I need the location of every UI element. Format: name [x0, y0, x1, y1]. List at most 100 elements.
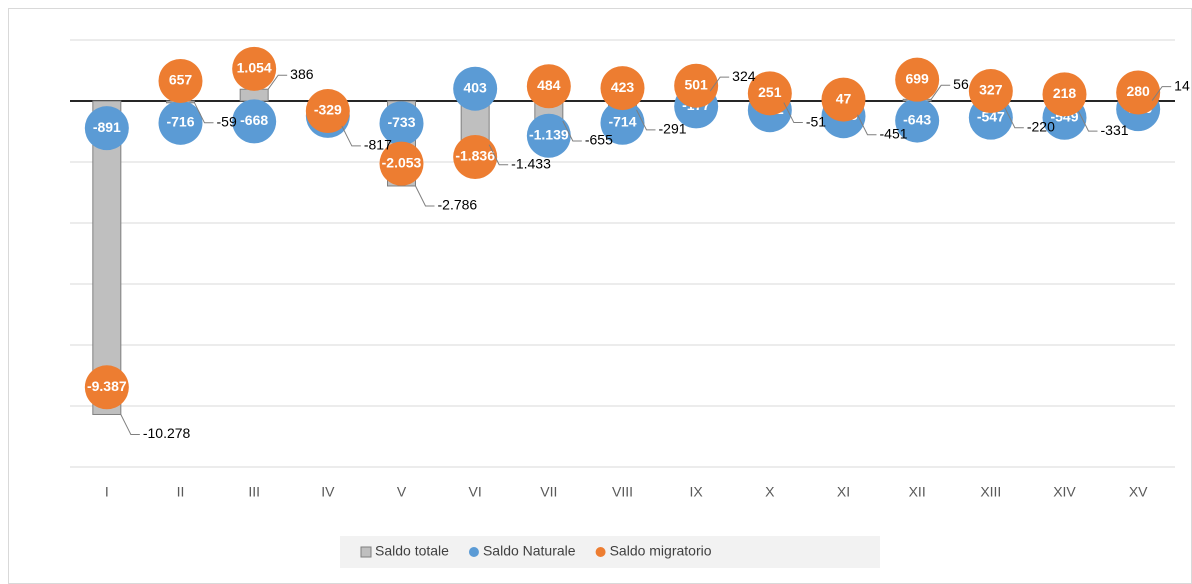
total-label: 324: [732, 68, 756, 84]
total-label: -2.786: [438, 197, 478, 213]
bubble: [600, 66, 645, 111]
leader-line: [562, 120, 582, 142]
bubble-label: 327: [979, 82, 1003, 98]
bubble-label: 218: [1053, 85, 1077, 101]
x-tick-label: X: [765, 484, 775, 500]
bubble: [158, 58, 203, 103]
bubble-label: -1.139: [529, 126, 569, 142]
leader-line: [1151, 86, 1172, 101]
bubble-label: -1.836: [455, 148, 495, 164]
leader-line: [783, 102, 803, 124]
x-tick-label: XIV: [1053, 484, 1076, 500]
leader-line: [120, 414, 140, 435]
total-label: -220: [1027, 118, 1055, 134]
total-label: -291: [659, 121, 687, 137]
bubble: [600, 100, 645, 145]
bar: [239, 88, 269, 102]
leader-line: [267, 74, 288, 90]
leader-line: [930, 84, 951, 100]
x-tick-label: XIII: [980, 484, 1001, 500]
total-label: -51: [806, 113, 826, 129]
total-label: -1.433: [511, 155, 551, 171]
bubble: [674, 63, 719, 108]
legend-swatch: [360, 546, 372, 558]
bubble-label: 699: [905, 70, 929, 86]
total-label: 386: [290, 66, 314, 82]
leader-line: [488, 144, 509, 166]
x-tick-label: VIII: [612, 484, 633, 500]
x-tick-label: IV: [321, 484, 335, 500]
bubble: [821, 77, 866, 122]
total-label: -655: [585, 132, 613, 148]
bubble: [379, 101, 424, 146]
bubble: [747, 71, 792, 116]
bubble: [84, 106, 129, 151]
legend-swatch: [595, 547, 606, 557]
bubble-label: -329: [314, 102, 342, 118]
leader-line: [1004, 107, 1024, 129]
bubble-label: -716: [166, 114, 194, 130]
x-tick-label: VI: [469, 484, 482, 500]
bubble-label: -891: [93, 119, 121, 135]
x-tick-label: II: [177, 484, 185, 500]
total-label: -10.278: [143, 425, 191, 441]
bubble-label: -714: [608, 113, 636, 129]
bubble: [453, 134, 498, 179]
total-label: 56: [953, 76, 969, 92]
bubble-label: 47: [836, 90, 852, 106]
legend-swatch: [468, 547, 479, 557]
legend-label: Saldo totale: [375, 543, 449, 559]
leader-line: [709, 76, 730, 92]
bubble: [526, 113, 571, 158]
x-tick-label: I: [105, 484, 109, 500]
bubble-label: 251: [758, 84, 782, 100]
x-tick-label: V: [397, 484, 407, 500]
x-tick-label: IX: [690, 484, 704, 500]
x-tick-label: XI: [837, 484, 850, 500]
bubble: [379, 141, 424, 186]
total-label: -817: [364, 137, 392, 153]
bubble-label: 280: [1126, 83, 1150, 99]
bubble-label: -547: [977, 108, 1005, 124]
bubble: [158, 100, 203, 145]
bubble: [84, 365, 129, 410]
leader-line: [636, 109, 656, 131]
bubble: [305, 89, 350, 134]
bar: [92, 100, 122, 415]
total-label: -59: [217, 114, 237, 130]
legend-label: Saldo Naturale: [483, 543, 576, 559]
bubble-label: -9.387: [87, 378, 127, 394]
leader-line: [1078, 110, 1098, 132]
bubble-label: 484: [537, 77, 561, 93]
bubble-label: -2.053: [382, 154, 422, 170]
bubble: [232, 99, 277, 144]
bubble: [526, 64, 571, 109]
bubble: [453, 66, 498, 111]
bubble-label: -733: [387, 114, 415, 130]
total-label: -331: [1101, 122, 1129, 138]
bubble: [895, 98, 940, 143]
bubble-label: 657: [169, 72, 193, 88]
bubble-label: 1.054: [237, 60, 272, 76]
bubble: [968, 69, 1013, 114]
bubble-label: 403: [463, 79, 487, 95]
bubble-label: 501: [684, 76, 708, 92]
total-label: 14: [1174, 77, 1190, 93]
bubble: [1116, 70, 1161, 115]
legend-box: [340, 536, 880, 568]
leader-line: [194, 102, 214, 124]
bubble: [232, 46, 277, 91]
x-tick-label: XV: [1129, 484, 1148, 500]
total-label: -451: [880, 125, 908, 141]
legend-label: Saldo migratorio: [610, 543, 712, 559]
x-tick-label: III: [248, 484, 260, 500]
bubble-label: -668: [240, 112, 268, 128]
bubble: [1042, 72, 1087, 117]
bubble-label: -643: [903, 111, 931, 127]
x-tick-label: VII: [540, 484, 557, 500]
leader-line: [415, 185, 435, 207]
bubble-label: 423: [611, 79, 635, 95]
x-tick-label: XII: [909, 484, 926, 500]
leader-line: [341, 125, 361, 147]
